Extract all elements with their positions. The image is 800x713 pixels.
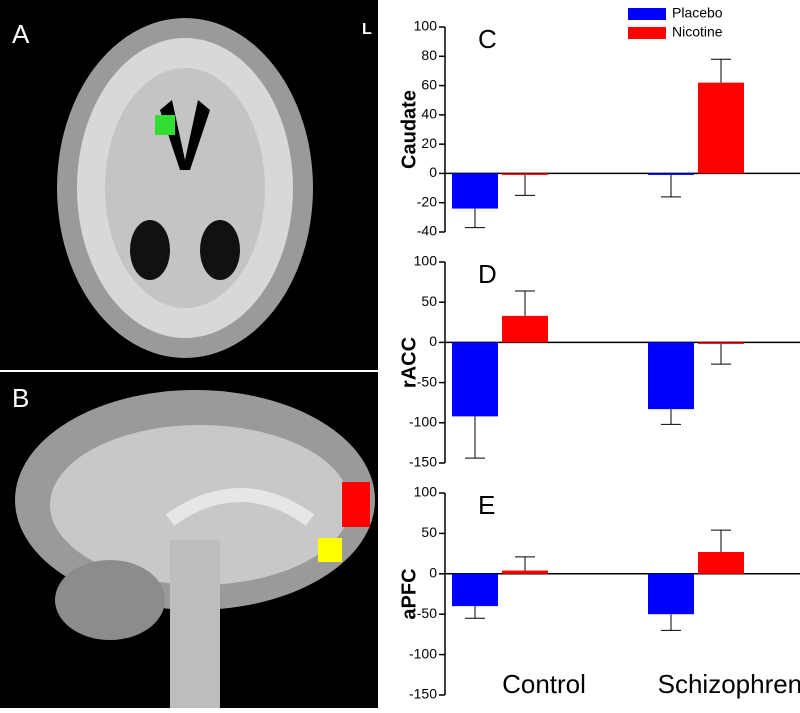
x-tick-label: Schizophrenia: [658, 669, 800, 699]
y-tick-label: 60: [421, 76, 437, 92]
panel-label: D: [478, 259, 497, 289]
x-tick-label: Control: [502, 669, 586, 699]
bar: [502, 570, 548, 574]
bar: [698, 551, 744, 574]
legend-label: Placebo: [672, 5, 723, 21]
y-tick-label: -40: [417, 223, 437, 239]
y-axis-label: Caudate: [398, 90, 420, 169]
y-tick-label: -50: [417, 605, 437, 621]
bar: [648, 173, 694, 175]
y-tick-label: 0: [429, 164, 437, 180]
y-tick-label: -150: [409, 686, 437, 702]
bar: [648, 342, 694, 410]
bar: [698, 342, 744, 344]
y-tick-label: -50: [417, 373, 437, 389]
bar: [452, 342, 498, 417]
y-tick-label: 50: [421, 524, 437, 540]
brain-sagittal: [0, 372, 378, 708]
y-tick-label: -20: [417, 193, 437, 209]
y-tick-label: 80: [421, 47, 437, 63]
y-tick-label: 0: [429, 333, 437, 349]
panel-label: A: [12, 19, 30, 49]
y-tick-label: 100: [414, 484, 438, 500]
y-tick-label: -100: [409, 645, 437, 661]
y-tick-label: 40: [421, 106, 437, 122]
bar: [502, 315, 548, 343]
bar: [648, 573, 694, 615]
y-axis-label: aPFC: [398, 568, 420, 619]
panel-label: B: [12, 383, 29, 413]
legend-swatch: [628, 8, 666, 20]
brain-axial: [0, 0, 378, 370]
y-axis-label: rACC: [398, 337, 420, 388]
bar: [698, 82, 744, 174]
bar: [452, 173, 498, 209]
y-tick-label: -100: [409, 414, 437, 430]
y-tick-label: 50: [421, 293, 437, 309]
y-tick-label: 100: [414, 18, 438, 34]
bar: [502, 173, 548, 175]
panel-label: C: [478, 24, 497, 54]
legend-label: Nicotine: [672, 24, 723, 40]
side-marker: L: [362, 21, 372, 38]
y-tick-label: 0: [429, 565, 437, 581]
legend-swatch: [628, 27, 666, 39]
panel-label: E: [478, 490, 495, 520]
bar: [452, 573, 498, 607]
y-tick-label: 100: [414, 253, 438, 269]
y-tick-label: 20: [421, 135, 437, 151]
y-tick-label: -150: [409, 454, 437, 470]
